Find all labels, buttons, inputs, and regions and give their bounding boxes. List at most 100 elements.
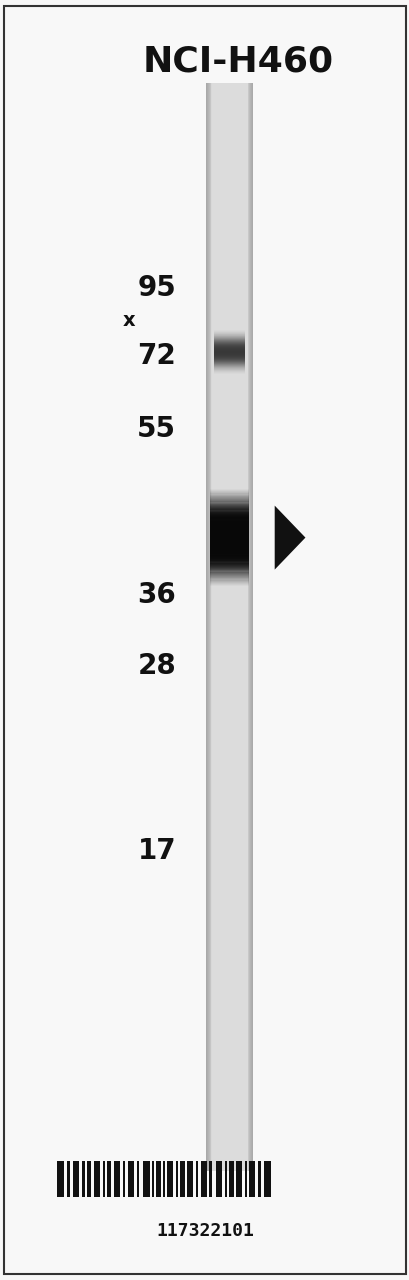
Bar xyxy=(214,337,245,342)
Bar xyxy=(214,333,245,338)
Bar xyxy=(210,524,249,531)
Bar xyxy=(214,369,245,374)
Bar xyxy=(206,83,211,1171)
Bar xyxy=(210,531,249,539)
Bar xyxy=(214,337,245,342)
Bar xyxy=(210,492,249,499)
Bar xyxy=(210,521,249,529)
Bar xyxy=(210,507,249,515)
Polygon shape xyxy=(274,506,305,570)
Bar xyxy=(210,576,249,584)
Bar xyxy=(210,573,249,581)
Bar xyxy=(210,557,249,564)
Bar xyxy=(206,83,211,1171)
Bar xyxy=(210,497,249,504)
Bar xyxy=(210,566,249,573)
Bar xyxy=(214,343,245,348)
Bar xyxy=(210,579,249,586)
Bar xyxy=(214,330,245,335)
Bar xyxy=(248,83,253,1171)
Bar xyxy=(210,527,249,535)
Bar xyxy=(210,524,249,531)
Bar xyxy=(249,83,253,1171)
Bar xyxy=(210,541,249,549)
Bar xyxy=(67,1161,70,1197)
Bar xyxy=(214,356,245,361)
Bar xyxy=(214,353,245,358)
Bar xyxy=(210,520,249,527)
Bar xyxy=(210,494,249,502)
Bar xyxy=(210,561,249,568)
Bar xyxy=(156,1161,160,1197)
Bar xyxy=(210,547,249,554)
Bar xyxy=(249,83,253,1171)
Bar xyxy=(247,83,253,1171)
Bar xyxy=(206,83,207,1171)
Bar xyxy=(206,83,209,1171)
Bar xyxy=(210,503,249,511)
Bar xyxy=(143,1161,149,1197)
Bar xyxy=(206,83,209,1171)
Bar xyxy=(229,1161,233,1197)
Bar xyxy=(216,1161,222,1197)
Bar xyxy=(210,571,249,579)
Bar xyxy=(210,499,249,507)
Bar xyxy=(210,544,249,552)
Bar xyxy=(210,568,249,576)
Bar xyxy=(210,554,249,562)
Bar xyxy=(210,572,249,580)
Bar xyxy=(210,490,249,498)
Bar xyxy=(72,1161,79,1197)
Text: 28: 28 xyxy=(137,652,176,680)
Bar xyxy=(252,83,253,1171)
Bar xyxy=(214,351,245,356)
Bar xyxy=(214,349,245,355)
Bar xyxy=(214,358,245,364)
Bar xyxy=(151,1161,153,1197)
Bar xyxy=(210,563,249,571)
Bar xyxy=(210,573,249,581)
Bar xyxy=(214,347,245,352)
Bar xyxy=(250,83,253,1171)
Bar xyxy=(210,540,249,548)
Bar xyxy=(210,543,249,550)
Bar xyxy=(210,570,249,577)
Bar xyxy=(210,553,249,561)
Bar xyxy=(249,83,253,1171)
Bar xyxy=(210,529,249,536)
Bar xyxy=(247,83,253,1171)
Bar xyxy=(214,358,245,364)
Bar xyxy=(200,1161,207,1197)
Bar xyxy=(214,349,245,355)
Bar xyxy=(214,348,245,353)
Bar xyxy=(210,549,249,557)
Bar xyxy=(210,558,249,566)
Bar xyxy=(180,1161,184,1197)
Bar xyxy=(249,83,253,1171)
Bar xyxy=(187,1161,193,1197)
Bar xyxy=(206,83,207,1171)
Bar xyxy=(210,567,249,575)
Bar xyxy=(94,1161,100,1197)
Bar xyxy=(251,83,253,1171)
Bar xyxy=(247,83,253,1171)
Bar xyxy=(214,364,245,369)
Bar xyxy=(206,83,209,1171)
Bar xyxy=(214,342,245,347)
Bar xyxy=(127,1161,134,1197)
Text: 17: 17 xyxy=(137,837,176,865)
Bar xyxy=(214,333,245,338)
Bar xyxy=(123,1161,125,1197)
Text: 55: 55 xyxy=(137,415,176,443)
Bar xyxy=(210,506,249,513)
Bar xyxy=(206,83,207,1171)
Bar xyxy=(210,563,249,571)
Bar xyxy=(206,83,210,1171)
Bar xyxy=(206,83,208,1171)
Bar xyxy=(114,1161,120,1197)
Bar xyxy=(210,552,249,559)
Text: x: x xyxy=(122,311,135,329)
Bar xyxy=(244,1161,246,1197)
Bar xyxy=(206,83,208,1171)
Bar xyxy=(206,83,210,1171)
